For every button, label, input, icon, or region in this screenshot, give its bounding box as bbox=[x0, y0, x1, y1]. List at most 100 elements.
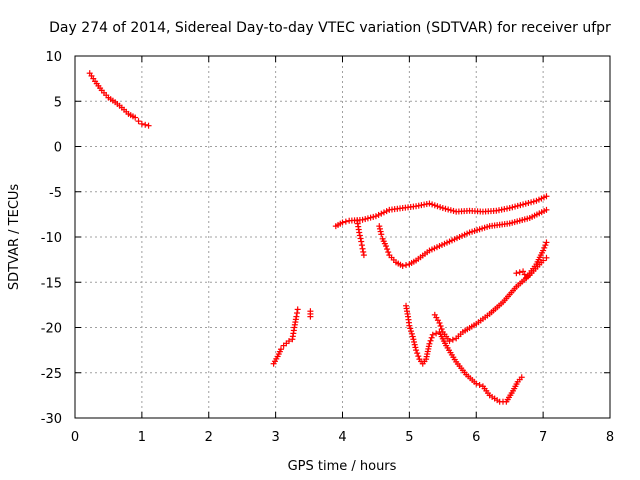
data-point bbox=[446, 338, 453, 345]
data-point bbox=[403, 262, 410, 269]
data-point bbox=[293, 313, 300, 320]
data-point bbox=[132, 114, 139, 121]
data-point bbox=[372, 213, 379, 220]
data-point bbox=[145, 122, 152, 129]
data-point bbox=[426, 340, 433, 347]
data-point bbox=[377, 228, 384, 235]
data-point bbox=[410, 336, 417, 343]
data-point bbox=[513, 270, 520, 277]
data-point bbox=[135, 118, 142, 125]
data-point bbox=[339, 219, 346, 226]
axis-ticks: 0 1 2 3 4 5 6 7 8 10 5 0 -5 -10 -15 -20 -25 -30 bbox=[41, 50, 614, 445]
data-point bbox=[525, 199, 532, 206]
data-point bbox=[447, 207, 454, 214]
data-point bbox=[442, 205, 449, 212]
data-point bbox=[358, 242, 365, 249]
data-point bbox=[517, 202, 524, 209]
x-tick-label: 2 bbox=[205, 430, 213, 445]
data-point bbox=[541, 244, 548, 251]
data-point bbox=[427, 337, 434, 344]
data-point bbox=[359, 216, 366, 223]
data-point bbox=[359, 245, 366, 252]
data-point bbox=[376, 225, 383, 232]
y-tick-label: -20 bbox=[41, 322, 62, 337]
data-point bbox=[437, 204, 444, 211]
y-tick-label: -25 bbox=[41, 367, 62, 382]
y-tick-label: -30 bbox=[41, 412, 62, 427]
data-point bbox=[438, 326, 445, 333]
data-point bbox=[385, 249, 392, 256]
data-point bbox=[408, 328, 415, 335]
data-point bbox=[445, 206, 452, 213]
data-point bbox=[277, 346, 284, 353]
data-point bbox=[521, 271, 528, 278]
x-tick-label: 4 bbox=[338, 430, 346, 445]
data-point bbox=[407, 325, 414, 332]
data-point bbox=[370, 213, 377, 220]
data-point bbox=[138, 120, 145, 127]
data-point bbox=[543, 193, 550, 200]
data-point bbox=[543, 254, 550, 261]
data-point bbox=[378, 210, 385, 217]
data-point bbox=[437, 322, 444, 329]
data-point bbox=[142, 121, 149, 128]
data-point bbox=[360, 252, 367, 259]
data-point bbox=[357, 235, 364, 242]
data-point bbox=[411, 338, 418, 345]
data-point bbox=[506, 205, 513, 212]
y-tick-label: -10 bbox=[41, 231, 62, 246]
data-point bbox=[364, 215, 371, 222]
data-point bbox=[413, 347, 420, 354]
data-point bbox=[362, 216, 369, 223]
data-point bbox=[409, 333, 416, 340]
data-point bbox=[375, 211, 382, 218]
data-point bbox=[356, 229, 363, 236]
data-point bbox=[411, 341, 418, 348]
data-point bbox=[528, 199, 535, 206]
data-point bbox=[383, 208, 390, 215]
data-point bbox=[294, 306, 301, 313]
y-tick-label: 10 bbox=[45, 50, 62, 65]
data-point bbox=[414, 350, 421, 357]
data-point bbox=[376, 223, 383, 230]
data-point bbox=[429, 201, 436, 208]
data-point bbox=[412, 344, 419, 351]
data-point bbox=[434, 203, 441, 210]
data-point bbox=[408, 330, 415, 337]
data-point bbox=[514, 202, 521, 209]
data-points bbox=[86, 70, 550, 405]
data-point bbox=[286, 338, 292, 345]
data-point bbox=[356, 232, 363, 239]
x-axis-label: GPS time / hours bbox=[288, 459, 397, 474]
y-tick-label: 5 bbox=[54, 95, 62, 110]
data-point bbox=[540, 247, 547, 254]
x-tick-label: 5 bbox=[405, 430, 413, 445]
data-point bbox=[522, 200, 529, 207]
y-tick-label: -15 bbox=[41, 276, 62, 291]
data-point bbox=[473, 380, 480, 387]
x-tick-label: 0 bbox=[71, 430, 79, 445]
data-point bbox=[540, 257, 547, 264]
data-point bbox=[360, 248, 367, 255]
x-tick-label: 6 bbox=[472, 430, 480, 445]
data-point bbox=[378, 231, 385, 238]
data-point bbox=[433, 330, 440, 337]
data-point bbox=[450, 207, 457, 214]
data-point bbox=[530, 198, 537, 205]
data-point bbox=[512, 203, 519, 210]
data-point bbox=[431, 202, 438, 209]
data-point bbox=[428, 334, 435, 341]
data-point bbox=[382, 243, 389, 250]
x-tick-label: 8 bbox=[606, 430, 614, 445]
x-tick-label: 1 bbox=[138, 430, 146, 445]
data-point bbox=[543, 206, 550, 213]
data-point bbox=[520, 201, 527, 208]
data-point bbox=[439, 205, 446, 212]
data-point bbox=[294, 310, 301, 317]
data-point bbox=[406, 322, 413, 329]
data-point bbox=[384, 246, 391, 253]
data-point bbox=[543, 239, 550, 246]
data-point bbox=[476, 381, 483, 388]
x-tick-label: 3 bbox=[271, 430, 279, 445]
chart-title: Day 274 of 2014, Sidereal Day-to-day VTE… bbox=[49, 20, 611, 36]
